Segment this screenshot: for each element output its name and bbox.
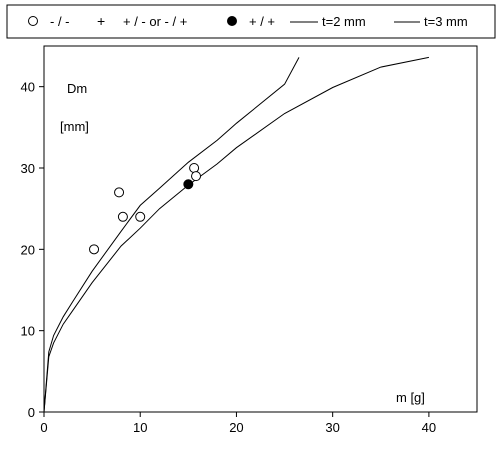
legend-item-line-t2: t=2 mm xyxy=(290,14,366,29)
y-tick-label: 20 xyxy=(21,242,35,257)
x-tick-label: 30 xyxy=(325,420,339,435)
series-lines xyxy=(43,56,429,413)
axis-ticks: 0 10 20 30 40 0 10 20 30 40 xyxy=(21,80,437,435)
y-tick-label: 40 xyxy=(21,80,35,95)
y-tick-label: 0 xyxy=(28,405,35,420)
x-tick-label: 20 xyxy=(229,420,243,435)
x-tick-label: 40 xyxy=(422,420,436,435)
plus-icon: + xyxy=(97,13,105,29)
plot-frame xyxy=(43,45,478,413)
data-point-open xyxy=(114,187,125,198)
legend-label: - / - xyxy=(50,14,70,29)
legend-item-line-t3: t=3 mm xyxy=(394,14,468,29)
y-tick-label: 10 xyxy=(21,324,35,339)
series-line-t-3-mm xyxy=(43,57,300,413)
x-tick-label: 10 xyxy=(133,420,147,435)
legend-item-plus: + + / - or - / + xyxy=(97,13,187,29)
data-point-open xyxy=(191,171,202,182)
y-axis-label: Dm xyxy=(67,81,87,96)
filled-circle-icon xyxy=(227,16,237,26)
legend-label: + / - or - / + xyxy=(123,14,187,29)
data-point-open xyxy=(189,163,200,173)
y-tick-label: 30 xyxy=(21,161,35,176)
legend-item-open-circle: - / - xyxy=(28,14,70,29)
legend-label: t=3 mm xyxy=(424,14,468,29)
x-tick-label: 0 xyxy=(40,420,47,435)
x-axis-label: m [g] xyxy=(396,390,425,405)
y-axis-unit-label: [mm] xyxy=(60,119,89,134)
legend-label: t=2 mm xyxy=(322,14,366,29)
data-point-filled xyxy=(183,179,194,190)
legend: - / - + + / - or - / + + / + t=2 mm t=3 … xyxy=(28,13,468,29)
legend-item-filled-circle: + / + xyxy=(227,14,275,29)
series-line-t-2-mm xyxy=(43,56,429,413)
data-point-open xyxy=(117,211,128,222)
data-point-open xyxy=(135,211,146,222)
series-points xyxy=(89,163,202,255)
open-circle-icon xyxy=(28,16,38,26)
data-point-open xyxy=(89,244,100,255)
legend-label: + / + xyxy=(249,14,275,29)
